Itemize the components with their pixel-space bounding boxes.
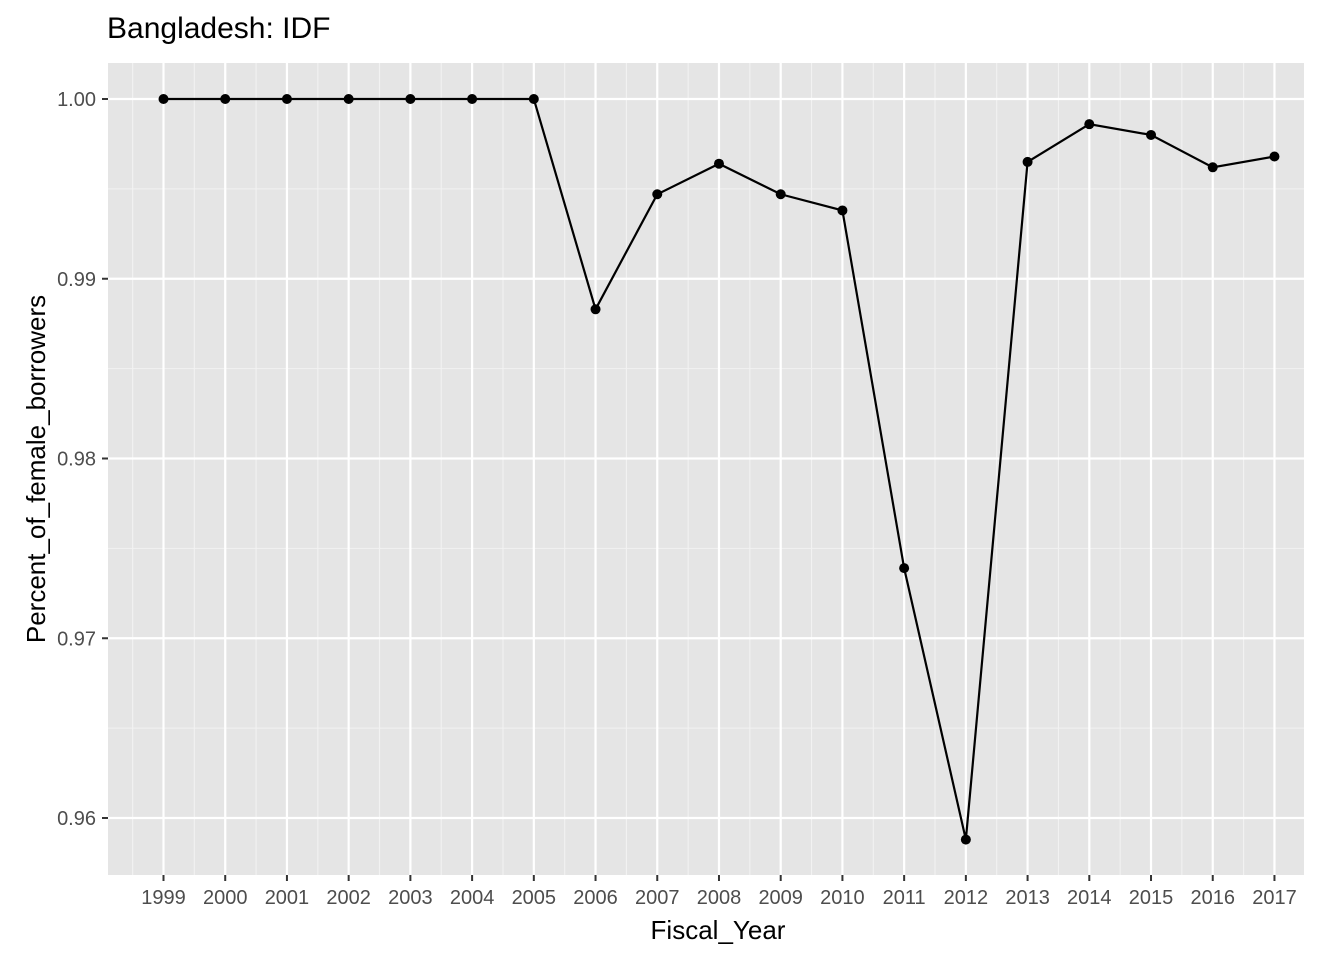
x-tick-label: 1999 (141, 887, 186, 909)
y-tick-label: 0.97 (57, 628, 96, 650)
data-point (775, 189, 786, 200)
data-point (343, 94, 354, 104)
x-tick-label: 2014 (1067, 887, 1112, 909)
data-point (1146, 129, 1157, 140)
data-point (467, 94, 478, 104)
data-point (837, 205, 848, 216)
x-tick-label: 2017 (1252, 887, 1297, 909)
data-point (220, 94, 231, 104)
x-tick-label: 2004 (450, 887, 495, 909)
plot-panel (108, 63, 1304, 875)
data-point (528, 94, 539, 104)
x-tick-label: 2016 (1190, 887, 1235, 909)
y-tick-label: 0.99 (57, 269, 96, 291)
data-point (1022, 156, 1033, 167)
data-point (281, 94, 292, 104)
y-axis-title: Percent_of_female_borrowers (21, 295, 51, 643)
data-point (158, 94, 169, 104)
x-axis-title: Fiscal_Year (651, 915, 786, 945)
data-point (960, 834, 971, 845)
gridlines (108, 63, 1304, 875)
x-tick-label: 2013 (1005, 887, 1050, 909)
data-point (405, 94, 416, 104)
data-point (1207, 162, 1218, 173)
data-point (1084, 119, 1095, 130)
y-tick-label: 0.96 (57, 808, 96, 830)
y-axis: 0.96 0.97 0.98 0.99 1.00 (57, 89, 108, 830)
x-tick-label: 2012 (944, 887, 989, 909)
x-tick-label: 2000 (203, 887, 248, 909)
x-tick-label: 2003 (388, 887, 433, 909)
x-axis: 1999 2000 2001 2002 2003 2004 2005 2006 2007 2008… (141, 875, 1297, 909)
x-tick-label: 2002 (326, 887, 371, 909)
data-point (899, 563, 910, 574)
data-point (652, 189, 663, 200)
x-tick-label: 2010 (820, 887, 865, 909)
x-tick-label: 2007 (635, 887, 680, 909)
x-tick-label: 2011 (883, 887, 926, 909)
y-tick-label: 1.00 (57, 89, 96, 111)
x-tick-label: 2001 (265, 887, 310, 909)
x-tick-label: 2009 (758, 887, 803, 909)
x-tick-label: 2005 (512, 887, 557, 909)
data-point (590, 304, 601, 315)
data-point (1269, 151, 1280, 162)
series-percent-female-borrowers (158, 94, 1280, 845)
x-tick-label: 2008 (697, 887, 742, 909)
y-tick-label: 0.98 (57, 449, 96, 471)
x-tick-label: 2006 (573, 887, 618, 909)
chart-title: Bangladesh: IDF (107, 12, 330, 45)
data-point (713, 158, 724, 169)
x-tick-label: 2015 (1129, 887, 1174, 909)
